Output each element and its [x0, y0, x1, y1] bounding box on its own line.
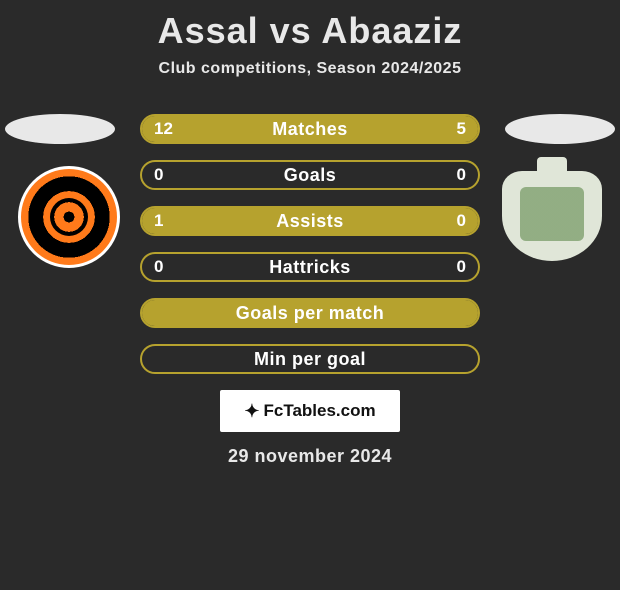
watermark-icon: ✦ — [244, 402, 259, 420]
stat-bars: Matches125Goals00Assists10Hattricks00Goa… — [140, 96, 480, 374]
stat-label: Goals — [142, 165, 478, 186]
page-title: Assal vs Abaaziz — [0, 10, 620, 52]
stat-row: Min per goal — [140, 344, 480, 374]
club-logo-right — [502, 171, 602, 261]
stat-row: Matches12 5 — [140, 114, 480, 144]
stat-label: Matches — [142, 119, 478, 140]
fctables-watermark: ✦ FcTables.com — [220, 390, 400, 432]
stat-value-left: 0 — [154, 257, 163, 277]
watermark-label: FcTables.com — [263, 401, 375, 421]
stat-value-left: 0 — [154, 165, 163, 185]
stat-value-left: 1 — [154, 211, 163, 231]
comparison-area: Matches125Goals00Assists10Hattricks00Goa… — [0, 96, 620, 467]
stat-row: Goals per match — [140, 298, 480, 328]
stat-label: Hattricks — [142, 257, 478, 278]
player-disc-right — [505, 114, 615, 144]
stat-row: Goals0 0 — [140, 160, 480, 190]
stat-label: Assists — [142, 211, 478, 232]
stat-row: Hattricks0 0 — [140, 252, 480, 282]
stat-label: Goals per match — [142, 303, 478, 324]
stat-value-right: 0 — [457, 165, 466, 185]
stat-row: Assists1 0 — [140, 206, 480, 236]
club-logo-left — [18, 166, 120, 268]
stat-value-right: 0 — [457, 257, 466, 277]
player-disc-left — [5, 114, 115, 144]
stat-value-right: 0 — [457, 211, 466, 231]
stat-value-left: 12 — [154, 119, 173, 139]
stat-label: Min per goal — [142, 349, 478, 370]
subtitle: Club competitions, Season 2024/2025 — [0, 60, 620, 78]
stat-value-right: 5 — [457, 119, 466, 139]
date-label: 29 november 2024 — [0, 446, 620, 467]
